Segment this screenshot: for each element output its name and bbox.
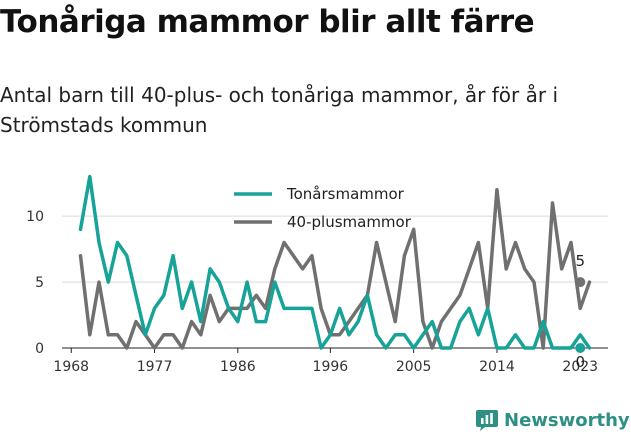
y-tick-label: 10 — [26, 209, 44, 225]
y-tick-label: 0 — [35, 341, 44, 357]
chart-subtitle: Antal barn till 40-plus- och tonåriga ma… — [0, 83, 559, 137]
y-tick-label: 5 — [35, 275, 44, 291]
end-value-label-tonarsmammor: 0 — [575, 353, 585, 371]
x-tick-label: 1986 — [220, 359, 256, 375]
chart-title: Tonåriga mammor blir allt färre — [0, 4, 535, 40]
brand-logo: Newsworthy — [476, 408, 630, 432]
x-tick-label: 2014 — [479, 359, 515, 375]
series-line-tonarsmammor — [78, 174, 592, 350]
x-tick-label: 1996 — [313, 359, 349, 375]
legend-label-tonarsmammor: Tonårsmammor — [286, 185, 405, 203]
x-tick-label: 2005 — [396, 359, 432, 375]
x-tick-label: 1977 — [137, 359, 173, 375]
legend-label-fortyplusmammor: 40-plusmammor — [287, 213, 412, 231]
x-tick-label: 1968 — [53, 359, 89, 375]
end-marker-tonarsmammor — [575, 343, 586, 353]
end-marker-fortyplusmammor — [575, 277, 586, 288]
brand-name: Newsworthy — [504, 409, 630, 431]
end-value-label-fortyplusmammor: 5 — [575, 252, 585, 270]
series-line-fortyplusmammor — [78, 188, 592, 350]
x-tick-label: 2023 — [562, 359, 598, 375]
newsworthy-logo-icon — [476, 410, 498, 431]
